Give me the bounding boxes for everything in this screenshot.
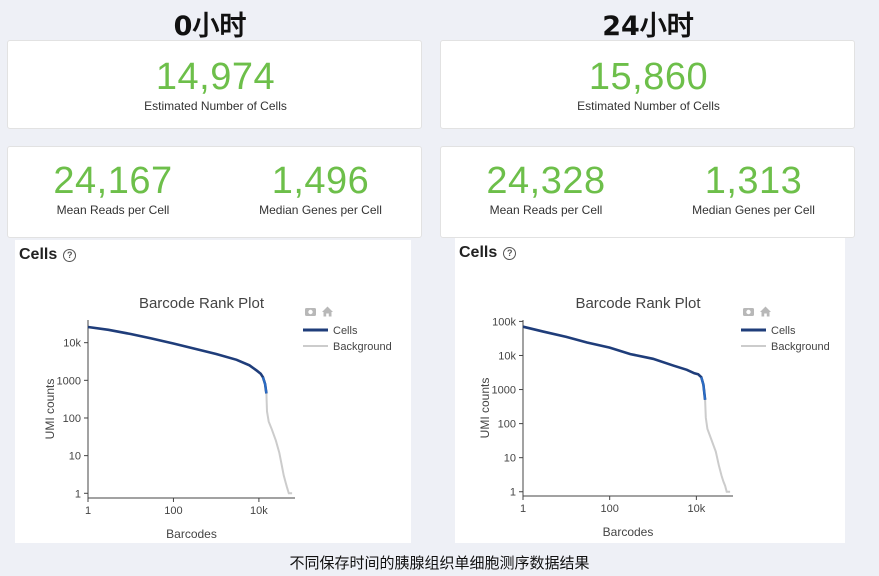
y-tick-label: 100 [498,419,516,431]
y-tick-label: 1 [510,487,516,499]
x-tick-label: 1 [520,503,526,515]
x-axis-label: Barcodes [603,525,654,539]
mean-reads-label: Mean Reads per Cell [489,203,603,217]
series-background-line [265,393,293,495]
help-icon[interactable]: ? [503,247,517,260]
estimated-cells-value: 14,974 [155,56,276,98]
chart-title: Barcode Rank Plot [575,295,701,312]
estimated-cells-label: Estimated Number of Cells [577,99,720,113]
figure-caption: 不同保存时间的胰腺组织单细胞测序数据结果 [289,554,590,572]
y-tick-label: 100 [63,413,81,425]
home-icon[interactable] [322,306,333,317]
series-cells-tail [700,376,707,400]
reads-genes-card: 24,328 Mean Reads per Cell 1,313 Median … [440,146,855,238]
y-tick-label: 1 [75,488,81,500]
median-genes-value: 1,313 [704,160,803,202]
cells-section: Cells? Barcode Rank Plot 1 100 10k 1 10 100 100… [15,240,411,543]
y-tick-label: 10k [63,338,81,350]
x-tick-label: 100 [164,505,182,517]
x-axis-label: Barcodes [166,527,217,541]
mean-reads-value: 24,328 [486,160,606,202]
legend-cells-label: Cells [333,325,358,337]
y-tick-label: 10 [504,453,516,465]
panel-title: 0小时 [173,11,247,42]
median-genes-label: Median Genes per Cell [692,203,815,217]
cells-section: Cells? Barcode Rank Plot 1 100 10k 1 10 100 100… [455,238,845,543]
median-genes-label: Median Genes per Cell [259,203,382,217]
home-icon[interactable] [760,306,771,317]
y-tick-label: 1000 [57,375,81,387]
mean-reads-label: Mean Reads per Cell [56,203,170,217]
panel-title: 24小时 [602,11,694,42]
estimated-cells-value: 15,860 [588,56,709,98]
chart-title: Barcode Rank Plot [139,295,265,312]
estimated-cells-label: Estimated Number of Cells [144,99,287,113]
camera-icon[interactable] [305,308,316,316]
legend-background-label: Background [333,341,392,353]
y-tick-label: 100k [492,316,516,328]
mean-reads-value: 24,167 [53,160,173,202]
barcode-rank-plot: Barcode Rank Plot 1 100 10k 1 10 100 1000 10k 100… [478,295,830,539]
camera-icon[interactable] [743,308,754,316]
help-icon[interactable]: ? [63,249,77,262]
barcode-rank-plot: Barcode Rank Plot 1 100 10k 1 10 100 1000 10k Bar… [43,295,392,541]
estimated-cells-card: 15,860 Estimated Number of Cells [440,40,855,129]
y-tick-label: 10k [498,350,516,362]
series-cells-tail [261,376,268,394]
series-cells-line [87,325,268,394]
series-background-line [704,399,731,493]
x-tick-label: 10k [250,505,268,517]
reads-genes-card: 24,167 Mean Reads per Cell 1,496 Median … [7,146,422,238]
x-tick-label: 100 [601,503,619,515]
median-genes-value: 1,496 [271,160,370,202]
y-tick-label: 1000 [492,385,516,397]
y-tick-label: 10 [69,451,81,463]
legend-background-label: Background [771,341,830,353]
cells-heading: Cells [19,246,58,263]
estimated-cells-card: 14,974 Estimated Number of Cells [7,40,422,129]
x-tick-label: 1 [85,505,91,517]
y-axis-label: UMI counts [43,379,57,440]
series-cells-line [522,325,707,400]
y-axis-label: UMI counts [478,378,492,439]
x-tick-label: 10k [687,503,705,515]
cells-heading: Cells [459,244,498,261]
legend-cells-label: Cells [771,325,796,337]
